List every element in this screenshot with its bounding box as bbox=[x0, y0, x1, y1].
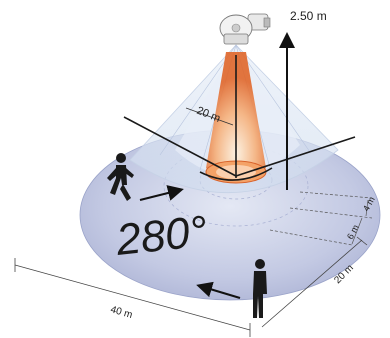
standing-person-icon bbox=[253, 259, 267, 318]
walking-person-icon bbox=[107, 153, 134, 201]
width-label: 40 m bbox=[109, 304, 133, 321]
approach-direction-arrow bbox=[196, 281, 241, 299]
band-dimensions bbox=[269, 191, 373, 246]
walking-direction-arrow bbox=[139, 185, 184, 201]
width-dimension bbox=[14, 258, 251, 337]
coverage-angle-label: 280° bbox=[113, 207, 210, 265]
motion-sensor-icon bbox=[219, 13, 271, 45]
detection-cone bbox=[129, 44, 339, 193]
height-indicator: 2.50 m bbox=[235, 9, 327, 190]
coverage-angle-lines bbox=[123, 116, 356, 181]
depth-dimension bbox=[261, 236, 368, 328]
height-label: 2.50 m bbox=[290, 9, 327, 23]
